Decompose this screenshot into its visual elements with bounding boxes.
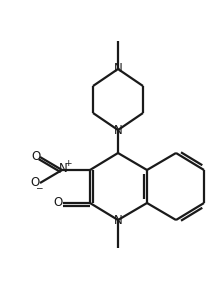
Text: N: N [114,62,122,76]
Text: −: − [35,184,43,192]
Text: N: N [114,123,122,137]
Text: N: N [59,162,67,176]
Text: N: N [114,213,122,227]
Text: O: O [31,150,41,164]
Text: O: O [30,176,40,190]
Text: O: O [53,196,63,209]
Text: +: + [64,160,72,168]
